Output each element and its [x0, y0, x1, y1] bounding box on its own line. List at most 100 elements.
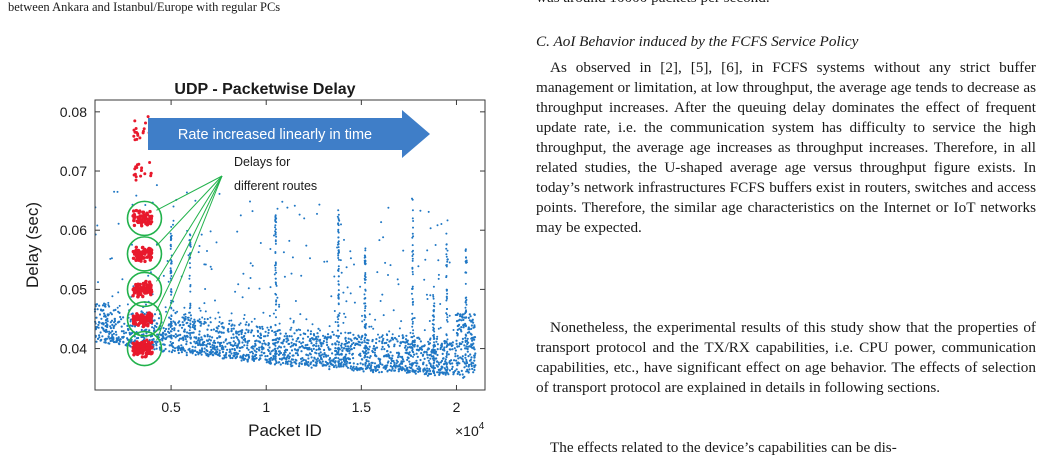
red-data-point: [142, 286, 147, 290]
blue-data-point: [316, 338, 319, 341]
blue-data-point: [206, 349, 209, 353]
blue-data-point: [364, 363, 367, 366]
blue-data-point: [386, 364, 389, 367]
blue-data-point: [199, 320, 202, 323]
red-data-point: [147, 280, 152, 284]
blue-data-point: [309, 330, 313, 333]
blue-data-point: [439, 326, 442, 329]
blue-data-point: [460, 348, 463, 351]
blue-data-point: [413, 343, 416, 346]
blue-data-point: [305, 244, 308, 247]
blue-data-point: [346, 345, 350, 348]
red-data-point: [144, 213, 148, 217]
blue-data-point: [311, 337, 314, 340]
blue-data-point: [429, 357, 432, 360]
blue-data-point: [209, 345, 212, 349]
blue-data-point: [206, 342, 209, 345]
blue-data-point: [326, 333, 330, 336]
blue-data-point: [188, 332, 191, 335]
blue-data-point: [464, 322, 467, 325]
blue-data-point: [274, 239, 277, 242]
blue-data-point: [240, 331, 243, 334]
blue-data-point: [189, 284, 192, 286]
blue-data-point: [470, 324, 473, 327]
blue-data-point: [115, 333, 118, 336]
routes-annotation-line: different routes: [234, 179, 317, 193]
blue-data-point: [445, 255, 448, 258]
blue-data-point: [406, 358, 409, 361]
blue-data-point: [415, 364, 418, 367]
blue-data-point: [381, 363, 384, 366]
blue-data-point: [454, 369, 457, 372]
blue-data-point: [389, 264, 392, 267]
red-data-point: [135, 349, 140, 353]
blue-data-point: [326, 362, 330, 365]
blue-data-point: [209, 230, 212, 233]
blue-data-point: [445, 341, 448, 344]
blue-data-point: [364, 327, 367, 330]
blue-data-point: [177, 347, 180, 350]
blue-data-point: [396, 278, 399, 281]
blue-data-point: [336, 246, 339, 249]
blue-data-point: [111, 333, 114, 337]
red-data-point: [137, 162, 141, 166]
blue-data-point: [311, 323, 314, 326]
blue-data-point: [116, 190, 119, 193]
blue-data-point: [474, 352, 477, 355]
blue-data-point: [429, 294, 432, 297]
blue-data-point: [391, 354, 394, 357]
blue-data-point: [328, 358, 331, 361]
blue-data-point: [251, 352, 255, 355]
blue-data-point: [332, 365, 336, 369]
blue-data-point: [404, 338, 408, 341]
blue-data-point: [193, 340, 196, 343]
blue-data-point: [188, 233, 191, 236]
blue-data-point: [278, 350, 281, 353]
blue-data-point: [455, 331, 458, 335]
blue-data-point: [345, 365, 348, 368]
blue-data-point: [164, 333, 167, 336]
blue-data-point: [331, 330, 334, 334]
blue-data-point: [168, 331, 171, 335]
blue-data-point: [155, 344, 158, 347]
blue-data-point: [325, 336, 329, 340]
blue-data-point: [448, 348, 451, 351]
red-data-point: [141, 210, 146, 214]
blue-data-point: [416, 367, 419, 370]
blue-data-point: [344, 363, 347, 366]
blue-data-point: [98, 336, 101, 339]
blue-data-point: [209, 265, 212, 268]
scatter-chart: UDP - Packetwise Delay 0.5 1 1.5 20.040.050…: [23, 81, 486, 440]
blue-data-point: [360, 358, 363, 361]
blue-data-point: [122, 341, 125, 344]
blue-data-point: [282, 251, 285, 254]
blue-data-point: [446, 249, 449, 252]
ticks-layer: 0.5 1 1.5 20.040.050.060.070.08: [60, 100, 485, 415]
y-tick-label: 0.05: [60, 281, 87, 297]
blue-data-point: [465, 256, 467, 259]
blue-data-point: [290, 349, 294, 352]
blue-data-point: [337, 343, 340, 346]
blue-data-point: [319, 342, 322, 345]
blue-data-point: [350, 339, 353, 342]
blue-data-point: [445, 319, 448, 321]
blue-data-point: [259, 336, 262, 340]
blue-data-point: [299, 313, 302, 316]
red-data-point: [141, 131, 145, 135]
blue-data-point: [464, 325, 467, 328]
blue-data-point: [276, 337, 279, 340]
blue-data-point: [294, 300, 297, 302]
blue-data-point: [410, 366, 413, 369]
red-data-point: [139, 174, 143, 178]
blue-data-point: [181, 336, 185, 339]
blue-data-point: [296, 337, 299, 340]
blue-data-point: [222, 341, 225, 344]
blue-data-point: [177, 345, 180, 348]
blue-data-point: [189, 306, 192, 309]
blue-data-point: [189, 290, 192, 293]
blue-data-point: [467, 316, 470, 319]
red-data-point: [132, 213, 136, 217]
blue-data-point: [309, 339, 312, 343]
blue-data-point: [445, 247, 448, 250]
blue-data-point: [211, 336, 214, 339]
